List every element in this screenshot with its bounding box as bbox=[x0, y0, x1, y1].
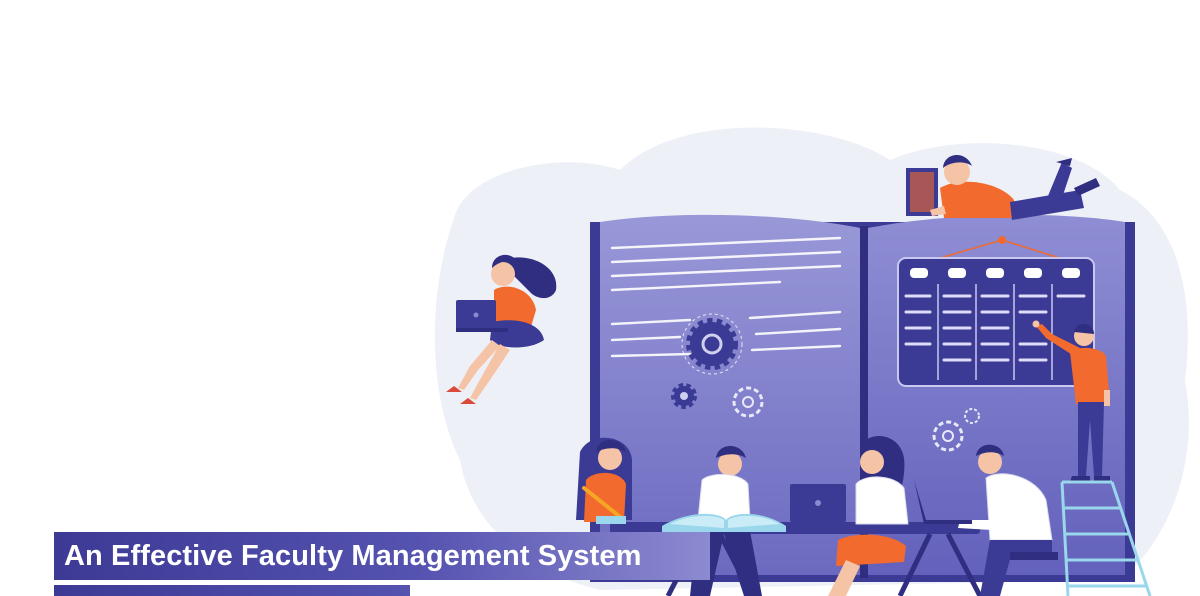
schedule-board-icon bbox=[897, 236, 1095, 387]
laptop-icon bbox=[790, 484, 846, 522]
open-book-icon bbox=[662, 513, 786, 532]
laptop-icon bbox=[456, 300, 508, 332]
gear-icon bbox=[681, 313, 743, 375]
page-title: An Effective Faculty Management System bbox=[64, 539, 642, 572]
student-figure-3 bbox=[790, 435, 909, 596]
teacher-figure bbox=[1032, 320, 1110, 482]
ladder-icon bbox=[1060, 480, 1152, 596]
gear-icon bbox=[671, 383, 697, 409]
student-figure-1 bbox=[576, 437, 632, 524]
title-banner: An Effective Faculty Management System bbox=[54, 532, 710, 580]
student-figure-4 bbox=[914, 444, 1058, 596]
floating-woman-figure bbox=[446, 254, 557, 404]
gear-icon bbox=[932, 408, 980, 452]
reading-person-figure bbox=[906, 154, 1100, 220]
gear-icon bbox=[732, 386, 764, 418]
title-underline bbox=[54, 585, 410, 596]
